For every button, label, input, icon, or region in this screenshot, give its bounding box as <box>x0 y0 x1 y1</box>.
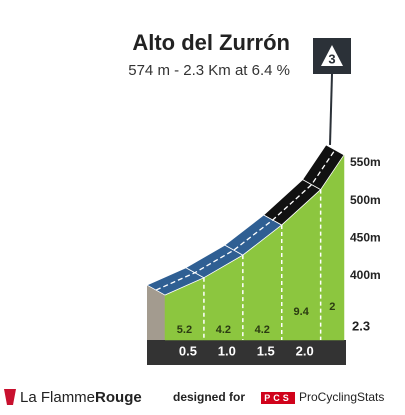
footer: La FlammeRouge designed for PCS ProCycli… <box>4 389 384 406</box>
flame-logo <box>4 389 16 405</box>
gradient-label: 4.2 <box>255 324 270 336</box>
gradient-label: 9.4 <box>294 306 310 318</box>
y-tick-label: 400m <box>350 268 381 282</box>
x-tick-label: 2.0 <box>296 343 314 358</box>
climb-title: Alto del Zurrón <box>132 30 290 55</box>
pcs-logo: PCS <box>264 393 292 403</box>
badge-triangle <box>321 45 343 66</box>
badge-number: 3 <box>328 51 335 66</box>
brand-light-text: La Flamme <box>20 389 95 406</box>
road-centerline <box>155 149 336 291</box>
y-tick-label: 450m <box>350 231 381 245</box>
y-tick-label: 550m <box>350 155 381 169</box>
gradient-label: 2 <box>329 301 335 313</box>
x-tick-label: 2.3 <box>352 318 370 333</box>
category-badge: 3 <box>313 38 351 74</box>
start-wall <box>147 285 165 340</box>
x-tick-label: 0.5 <box>179 343 197 358</box>
x-tick-label: 1.0 <box>218 343 236 358</box>
pcs-logo-box <box>261 392 295 404</box>
brand-bold-text: Rouge <box>95 389 142 406</box>
flag-pole <box>329 73 333 145</box>
brand-light: La FlammeRouge <box>20 389 142 406</box>
climb-subtitle: 574 m - 2.3 Km at 6.4 % <box>128 62 290 79</box>
base-strip <box>147 340 346 365</box>
gradient-label: 4.2 <box>216 324 231 336</box>
gradient-label: 5.2 <box>177 324 192 336</box>
y-tick-label: 500m <box>350 193 381 207</box>
x-tick-label: 1.5 <box>257 343 275 358</box>
designed-for: designed for <box>173 390 245 404</box>
site-name: ProCyclingStats <box>299 390 384 404</box>
profile: 5.2 4.2 4.2 9.4 2 400m 450m 500m 550m 0.5 1.0 1.5 2.… <box>146 73 381 365</box>
